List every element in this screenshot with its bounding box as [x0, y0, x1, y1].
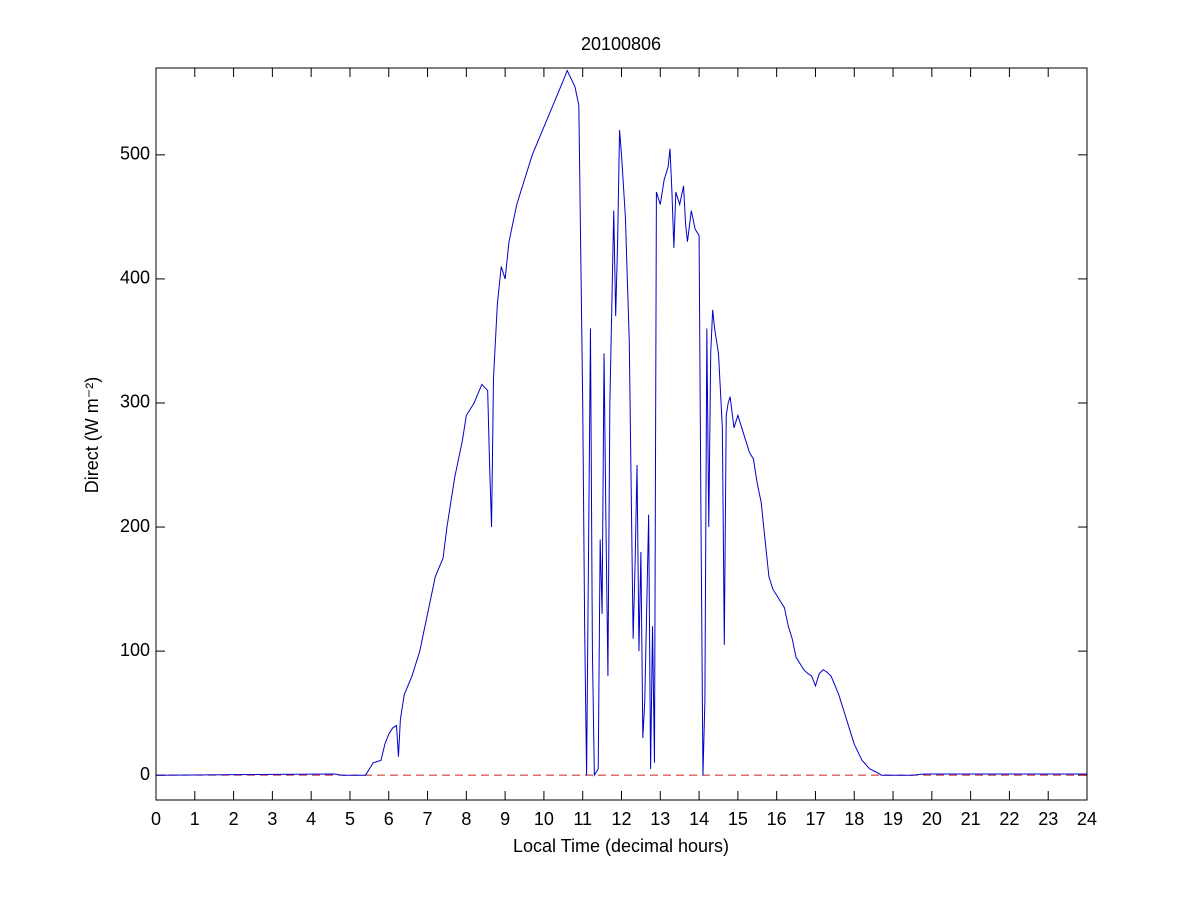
y-tick-label: 300	[120, 392, 150, 412]
x-tick-label: 10	[534, 809, 554, 829]
x-tick-label: 0	[151, 809, 161, 829]
x-tick-label: 24	[1077, 809, 1097, 829]
x-tick-label: 3	[267, 809, 277, 829]
x-tick-label: 12	[611, 809, 631, 829]
x-tick-label: 13	[650, 809, 670, 829]
x-tick-label: 5	[345, 809, 355, 829]
x-tick-label: 9	[500, 809, 510, 829]
x-tick-label: 14	[689, 809, 709, 829]
chart-title: 20100806	[581, 34, 661, 54]
x-tick-label: 16	[767, 809, 787, 829]
x-tick-label: 18	[844, 809, 864, 829]
x-tick-label: 20	[922, 809, 942, 829]
y-tick-label: 0	[140, 764, 150, 784]
y-tick-label: 500	[120, 144, 150, 164]
x-tick-label: 17	[805, 809, 825, 829]
y-tick-label: 100	[120, 640, 150, 660]
x-tick-label: 4	[306, 809, 316, 829]
x-tick-label: 21	[961, 809, 981, 829]
x-tick-label: 22	[999, 809, 1019, 829]
x-tick-label: 7	[423, 809, 433, 829]
x-tick-label: 19	[883, 809, 903, 829]
x-axis-label: Local Time (decimal hours)	[513, 836, 729, 856]
x-tick-label: 8	[461, 809, 471, 829]
x-tick-label: 6	[384, 809, 394, 829]
y-axis-label: Direct (W m⁻²)	[82, 377, 102, 493]
y-tick-label: 400	[120, 268, 150, 288]
x-tick-label: 15	[728, 809, 748, 829]
x-tick-label: 2	[229, 809, 239, 829]
axes-box	[155, 67, 1088, 801]
data-line	[155, 69, 1087, 777]
y-tick-label: 200	[120, 516, 150, 536]
x-tick-label: 1	[190, 809, 200, 829]
x-tick-label: 23	[1038, 809, 1058, 829]
x-tick-label: 11	[573, 809, 592, 829]
